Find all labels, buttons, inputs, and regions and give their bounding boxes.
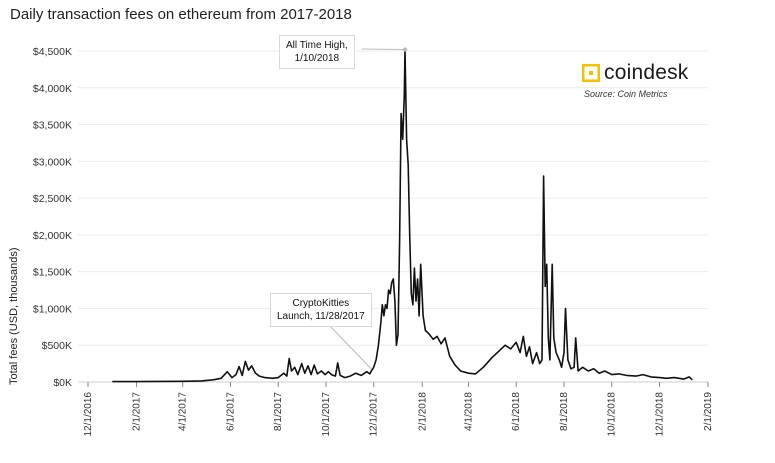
cryptokitties-leader-line [329, 325, 372, 370]
y-tick-label: $3,500K [33, 120, 72, 132]
x-tick-label: 6/1/2018 [511, 392, 522, 431]
y-tick-label: $1,500K [33, 267, 72, 279]
x-tick-label: 8/1/2018 [559, 392, 570, 431]
coindesk-logo-icon [582, 64, 600, 82]
x-tick-label: 10/1/2017 [321, 392, 332, 437]
ath-leader-line [361, 48, 406, 51]
gridlines [78, 50, 708, 383]
brand-source: Source: Coin Metrics [584, 89, 668, 99]
annotation-all-time-high: All Time High, 1/10/2018 [279, 35, 355, 69]
ath-marker [402, 47, 408, 52]
y-axis-ticks: $0K $500K $1,000K $1,500K $2,000K $2,500K $3,0… [33, 46, 72, 389]
x-tick-label: 12/1/2017 [369, 392, 380, 437]
x-tick-label: 8/1/2017 [273, 392, 284, 431]
x-axis-ticks: 12/1/2016 2/1/2017 4/1/2017 6/1/2017 8/1/201… [83, 382, 714, 437]
x-tick-label: 4/1/2018 [463, 392, 474, 431]
y-tick-label: $1,000K [33, 303, 72, 315]
y-tick-label: $500K [42, 340, 72, 352]
fee-line [112, 48, 693, 383]
annotation-ath-line1: All Time High, [286, 40, 348, 51]
x-tick-label: 10/1/2018 [607, 392, 618, 437]
x-tick-label: 12/1/2016 [83, 392, 94, 437]
annotation-ck-line1: CryptoKitties [292, 298, 350, 309]
annotation-ck-line2: Launch, 11/28/2017 [277, 311, 365, 322]
y-tick-label: $2,000K [33, 230, 72, 242]
brand-name: coindesk [604, 61, 689, 84]
annotation-ath-line2: 1/10/2018 [294, 53, 340, 64]
x-tick-label: 6/1/2017 [225, 392, 236, 431]
y-tick-label: $3,000K [33, 156, 72, 168]
y-tick-label: $0K [53, 377, 72, 389]
x-tick-label: 4/1/2017 [178, 392, 189, 431]
y-tick-label: $4,500K [33, 46, 72, 58]
x-tick-label: 2/1/2019 [703, 392, 714, 431]
y-tick-label: $2,500K [33, 193, 72, 205]
annotation-cryptokitties: CryptoKitties Launch, 11/28/2017 [270, 293, 372, 327]
chart-title: Daily transaction fees on ethereum from … [10, 6, 352, 23]
x-tick-label: 12/1/2018 [654, 392, 665, 437]
x-tick-label: 2/1/2017 [132, 392, 143, 431]
y-tick-label: $4,000K [33, 83, 72, 95]
annotation-layer [329, 47, 408, 370]
x-tick-label: 2/1/2018 [417, 392, 428, 431]
series-layer [112, 48, 693, 383]
